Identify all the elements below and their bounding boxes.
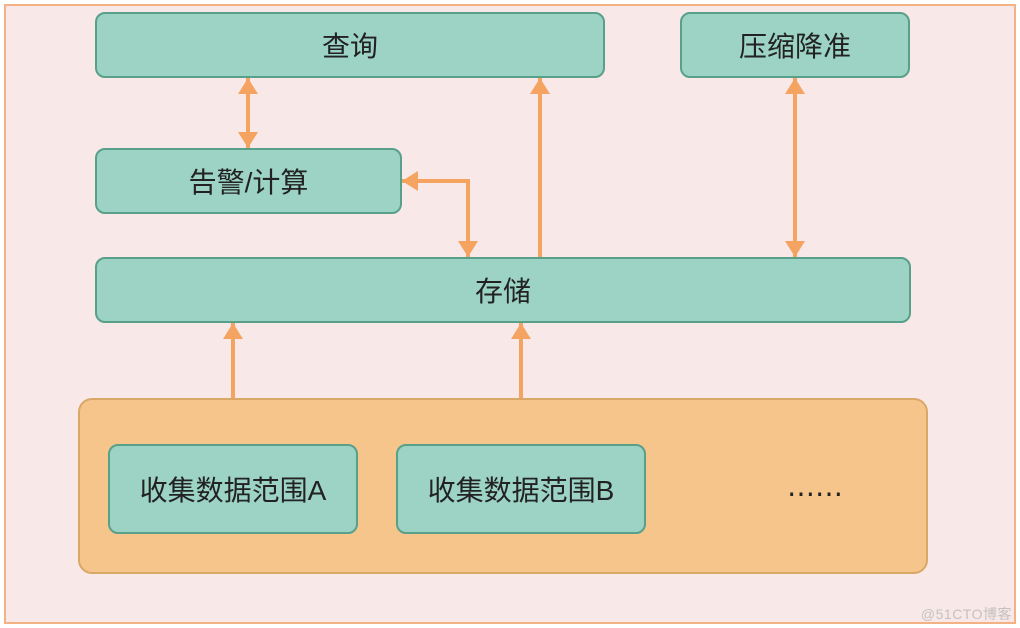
node-label: 查询 — [322, 25, 378, 65]
node-label: 告警/计算 — [189, 161, 309, 201]
node-label: 收集数据范围A — [140, 469, 327, 509]
node-label: 压缩降准 — [739, 25, 851, 65]
node-collectB: 收集数据范围B — [396, 444, 646, 534]
node-compress: 压缩降准 — [680, 12, 910, 78]
diagram-stage: @51CTO博客 查询 压缩降准告警/计算存储收集数据范围A 收集数据范围B ⋯⋯ — [0, 0, 1020, 628]
node-query: 查询 — [95, 12, 605, 78]
node-storage: 存储 — [95, 257, 911, 323]
node-label: 存储 — [475, 270, 531, 310]
node-ellipsis: ⋯⋯ — [770, 478, 860, 508]
node-alert: 告警/计算 — [95, 148, 402, 214]
node-label: ⋯⋯ — [787, 477, 843, 510]
watermark-text: @51CTO博客 — [921, 604, 1012, 624]
node-collectA: 收集数据范围A — [108, 444, 358, 534]
node-label: 收集数据范围B — [428, 469, 615, 509]
